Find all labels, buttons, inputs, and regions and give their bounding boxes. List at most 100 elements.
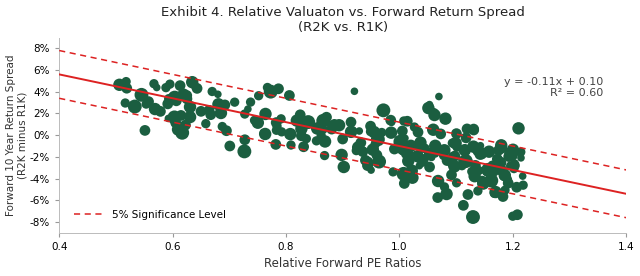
Point bbox=[243, 107, 253, 111]
Point bbox=[161, 86, 171, 90]
Point bbox=[413, 130, 423, 134]
Point bbox=[376, 130, 387, 135]
Point bbox=[292, 118, 302, 123]
Point bbox=[506, 152, 516, 157]
Point bbox=[318, 119, 328, 123]
Point bbox=[516, 150, 526, 154]
Point bbox=[451, 181, 461, 185]
Point bbox=[354, 129, 364, 133]
Point bbox=[476, 144, 486, 148]
Point bbox=[152, 85, 162, 90]
Point bbox=[284, 93, 294, 98]
Point bbox=[363, 160, 373, 164]
Point bbox=[358, 149, 368, 154]
Point bbox=[496, 143, 506, 148]
Point bbox=[130, 104, 140, 109]
Point bbox=[170, 115, 180, 120]
Point bbox=[122, 86, 132, 91]
Point bbox=[502, 177, 513, 182]
Point bbox=[156, 109, 166, 114]
Point bbox=[470, 163, 481, 168]
Point bbox=[473, 189, 483, 193]
Point bbox=[412, 154, 422, 158]
Point bbox=[415, 142, 425, 146]
Point bbox=[207, 89, 218, 94]
Point bbox=[185, 115, 195, 119]
Point bbox=[303, 120, 314, 124]
Point bbox=[446, 173, 456, 177]
Point bbox=[463, 192, 473, 197]
Point bbox=[387, 120, 397, 124]
Legend: 5% Significance Level: 5% Significance Level bbox=[70, 205, 230, 224]
Point bbox=[397, 146, 408, 151]
Point bbox=[298, 145, 308, 149]
Point bbox=[500, 173, 510, 177]
Point bbox=[509, 163, 520, 168]
Point bbox=[326, 127, 337, 131]
Point bbox=[262, 85, 273, 90]
Point bbox=[378, 108, 388, 113]
Point bbox=[415, 140, 426, 145]
Point bbox=[468, 127, 479, 131]
Point bbox=[428, 128, 438, 132]
Point bbox=[239, 112, 250, 116]
Point bbox=[452, 145, 462, 149]
Point bbox=[495, 161, 505, 165]
Point bbox=[399, 172, 409, 176]
Point bbox=[447, 161, 458, 166]
Point bbox=[337, 153, 347, 157]
Point bbox=[143, 99, 154, 104]
Point bbox=[451, 141, 461, 145]
Point bbox=[327, 123, 337, 127]
Point bbox=[413, 144, 423, 148]
Point bbox=[498, 194, 508, 199]
Point bbox=[369, 130, 379, 134]
Point bbox=[509, 166, 519, 171]
Point bbox=[150, 107, 160, 111]
Point bbox=[495, 146, 505, 150]
Point bbox=[260, 112, 271, 116]
Point bbox=[316, 133, 326, 138]
Point bbox=[182, 97, 192, 101]
Point bbox=[346, 120, 356, 124]
Point bbox=[136, 93, 147, 97]
Point bbox=[366, 168, 376, 172]
Point bbox=[503, 181, 513, 185]
Point bbox=[417, 161, 427, 166]
Point bbox=[442, 192, 452, 196]
Point bbox=[500, 188, 510, 192]
Point bbox=[489, 191, 499, 195]
Point bbox=[272, 124, 282, 128]
Point bbox=[420, 146, 430, 150]
Point bbox=[408, 171, 418, 176]
Point bbox=[353, 145, 364, 150]
Point bbox=[406, 168, 417, 173]
Point bbox=[177, 131, 188, 135]
Point bbox=[259, 130, 269, 135]
Point bbox=[399, 119, 409, 123]
Point bbox=[438, 153, 449, 158]
Point bbox=[301, 136, 312, 141]
Point bbox=[470, 174, 480, 178]
Point bbox=[497, 147, 508, 151]
Point bbox=[172, 99, 182, 103]
Point bbox=[511, 185, 522, 189]
Point bbox=[486, 178, 497, 183]
Point bbox=[368, 147, 378, 152]
Point bbox=[423, 106, 433, 110]
Point bbox=[362, 163, 372, 168]
Point bbox=[365, 124, 376, 128]
Point bbox=[479, 180, 490, 184]
Point bbox=[487, 163, 497, 168]
Point bbox=[481, 170, 492, 174]
Point bbox=[475, 152, 485, 157]
Point bbox=[457, 163, 467, 168]
Point bbox=[141, 102, 151, 106]
Point bbox=[403, 159, 413, 163]
Point bbox=[260, 132, 270, 136]
Point bbox=[313, 125, 323, 129]
Point bbox=[372, 137, 383, 142]
Point bbox=[176, 113, 186, 118]
Point bbox=[329, 121, 339, 126]
Point bbox=[419, 160, 429, 164]
